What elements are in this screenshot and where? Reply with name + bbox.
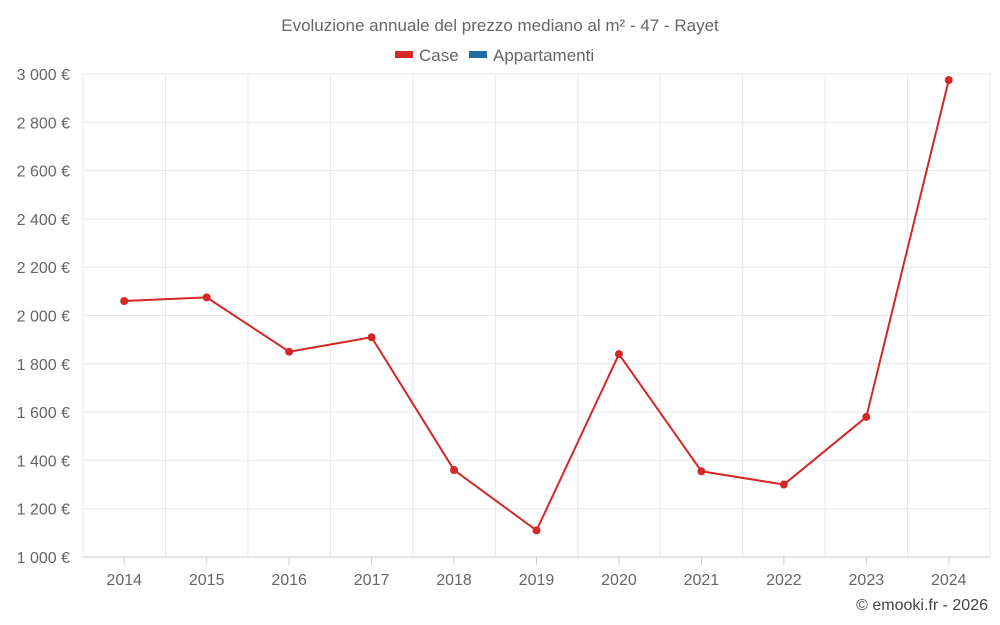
data-point[interactable] bbox=[285, 347, 294, 356]
y-tick-label: 2 200 € bbox=[17, 260, 70, 277]
data-point[interactable] bbox=[532, 526, 541, 535]
data-point[interactable] bbox=[944, 76, 953, 85]
y-tick-label: 2 800 € bbox=[17, 115, 70, 132]
data-point[interactable] bbox=[862, 412, 871, 421]
x-tick-label: 2017 bbox=[354, 572, 390, 589]
data-point[interactable] bbox=[697, 467, 706, 476]
data-point[interactable] bbox=[367, 333, 376, 342]
y-axis: 1 000 € 1 200 € 1 400 € 1 600 € 1 800 € 2 000… bbox=[17, 67, 70, 567]
x-tick-label: 2021 bbox=[684, 572, 720, 589]
y-tick-label: 2 600 € bbox=[17, 164, 70, 181]
legend-swatch bbox=[395, 51, 413, 58]
y-tick-label: 3 000 € bbox=[17, 67, 70, 84]
x-tick-label: 2022 bbox=[766, 572, 802, 589]
legend-swatch bbox=[469, 51, 487, 58]
y-tick-label: 1 800 € bbox=[17, 357, 70, 374]
x-axis: 2014 2015 2016 2017 2018 2019 2020 2021 2022 2023… bbox=[83, 556, 990, 589]
x-tick-label: 2019 bbox=[519, 572, 555, 589]
y-tick-label: 1 000 € bbox=[17, 550, 70, 567]
y-tick-label: 1 600 € bbox=[17, 405, 70, 422]
x-tick-label: 2020 bbox=[601, 572, 637, 589]
legend: Case Appartamenti bbox=[395, 46, 594, 65]
x-tick-label: 2023 bbox=[849, 572, 885, 589]
grid bbox=[82, 73, 991, 558]
data-point[interactable] bbox=[450, 466, 459, 475]
credit-text: © emooki.fr - 2026 bbox=[856, 597, 988, 614]
y-tick-label: 1 200 € bbox=[17, 502, 70, 519]
y-tick-label: 2 400 € bbox=[17, 212, 70, 229]
data-point[interactable] bbox=[202, 293, 211, 302]
series-layer bbox=[120, 76, 953, 535]
data-point[interactable] bbox=[120, 297, 129, 306]
data-point[interactable] bbox=[779, 480, 788, 489]
chart-title: Evoluzione annuale del prezzo mediano al… bbox=[281, 16, 719, 35]
x-tick-label: 2016 bbox=[271, 572, 307, 589]
x-tick-label: 2018 bbox=[436, 572, 472, 589]
x-tick-label: 2015 bbox=[189, 572, 225, 589]
legend-label[interactable]: Case bbox=[419, 46, 459, 65]
y-tick-label: 1 400 € bbox=[17, 453, 70, 470]
x-tick-label: 2024 bbox=[931, 572, 967, 589]
legend-label[interactable]: Appartamenti bbox=[493, 46, 594, 65]
data-point[interactable] bbox=[614, 350, 623, 359]
x-tick-label: 2014 bbox=[106, 572, 142, 589]
y-tick-label: 2 000 € bbox=[17, 309, 70, 326]
